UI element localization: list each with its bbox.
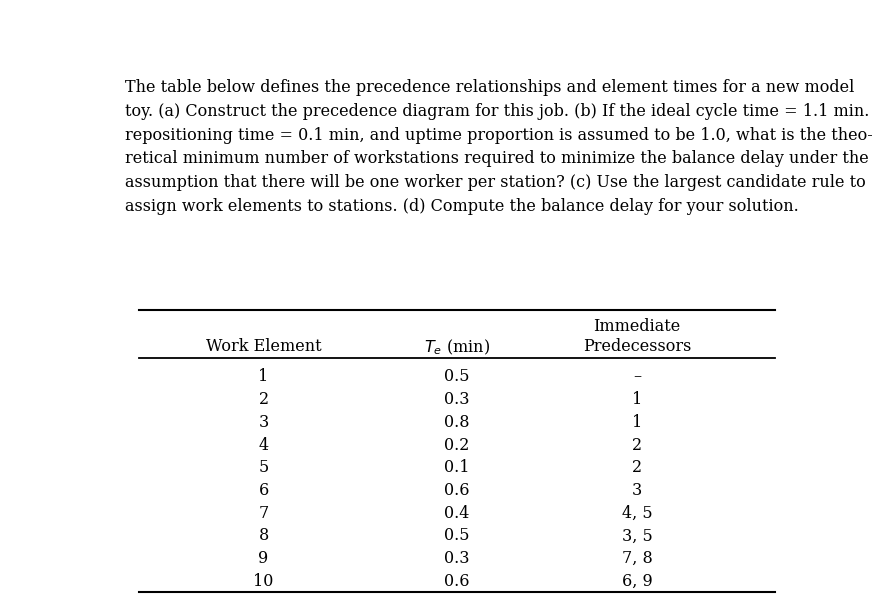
Text: 7: 7 <box>259 504 268 522</box>
Text: 0.6: 0.6 <box>444 573 470 590</box>
Text: 0.6: 0.6 <box>444 482 470 499</box>
Text: 2: 2 <box>632 436 642 453</box>
Text: 2: 2 <box>632 459 642 476</box>
Text: Immediate: Immediate <box>593 318 681 335</box>
Text: Work Element: Work Element <box>206 338 321 355</box>
Text: 2: 2 <box>259 391 268 408</box>
Text: 0.3: 0.3 <box>444 391 470 408</box>
Text: 0.5: 0.5 <box>444 368 470 385</box>
Text: 0.8: 0.8 <box>444 414 470 431</box>
Text: –: – <box>632 368 641 385</box>
Text: 3: 3 <box>259 414 268 431</box>
Text: 0.3: 0.3 <box>444 550 470 567</box>
Text: 0.2: 0.2 <box>444 436 470 453</box>
Text: 7, 8: 7, 8 <box>622 550 652 567</box>
Text: 6: 6 <box>259 482 268 499</box>
Text: 1: 1 <box>632 391 642 408</box>
Text: 5: 5 <box>259 459 268 476</box>
Text: 10: 10 <box>253 573 274 590</box>
Text: 8: 8 <box>259 527 268 544</box>
Text: 0.5: 0.5 <box>444 527 470 544</box>
Text: Predecessors: Predecessors <box>582 338 691 355</box>
Text: $T_e$ (min): $T_e$ (min) <box>424 338 491 357</box>
Text: 9: 9 <box>259 550 268 567</box>
Text: 0.1: 0.1 <box>444 459 470 476</box>
Text: 4: 4 <box>259 436 268 453</box>
Text: The table below defines the precedence relationships and element times for a new: The table below defines the precedence r… <box>125 79 873 215</box>
Text: 3: 3 <box>632 482 642 499</box>
Text: 3, 5: 3, 5 <box>622 527 652 544</box>
Text: 0.4: 0.4 <box>444 504 470 522</box>
Text: 6, 9: 6, 9 <box>622 573 652 590</box>
Text: 4, 5: 4, 5 <box>622 504 652 522</box>
Text: 1: 1 <box>259 368 268 385</box>
Text: 1: 1 <box>632 414 642 431</box>
